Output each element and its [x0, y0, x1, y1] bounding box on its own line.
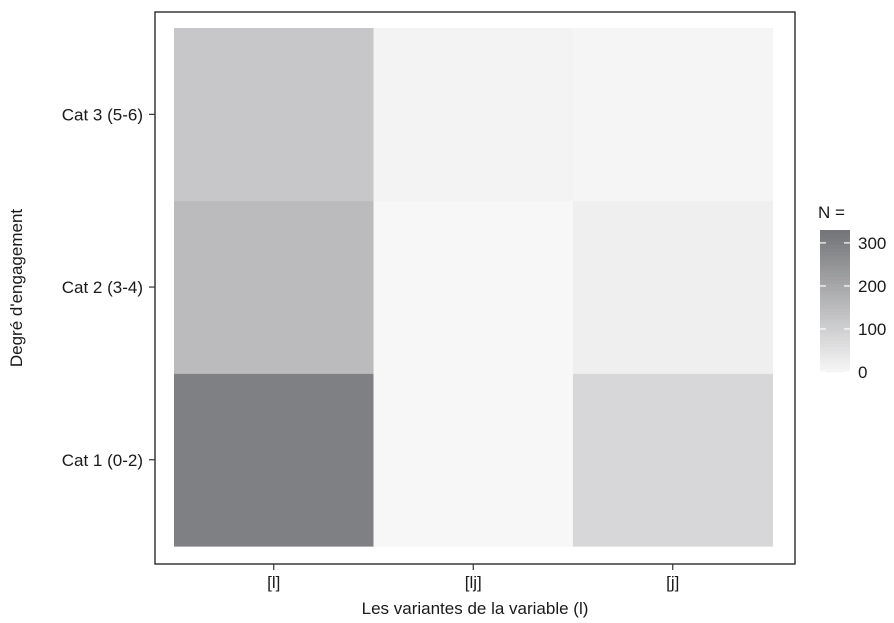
legend-color-step — [820, 272, 850, 277]
heatmap-cell — [573, 373, 773, 547]
legend-color-step — [820, 261, 850, 266]
y-tick-label: Cat 1 (0-2) — [62, 451, 143, 470]
heatmap-cell — [573, 200, 773, 374]
legend-color-step — [820, 254, 850, 259]
legend-color-step — [820, 286, 850, 291]
legend-color-step — [820, 297, 850, 302]
legend-tick-label: 100 — [858, 320, 886, 339]
legend-color-step — [820, 325, 850, 330]
y-axis-ticks: Cat 1 (0-2) Cat 2 (3-4) Cat 3 (5-6) — [62, 105, 155, 470]
legend: N = 0 100 200 300 — [818, 203, 886, 382]
legend-color-step — [820, 269, 850, 273]
legend-color-step — [820, 258, 850, 263]
legend-color-step — [820, 230, 850, 234]
legend-color-step — [820, 318, 850, 323]
legend-color-step — [820, 343, 850, 348]
legend-color-step — [820, 244, 850, 249]
legend-color-step — [820, 308, 850, 313]
legend-color-step — [820, 340, 850, 344]
legend-color-step — [820, 233, 850, 238]
heatmap-cell — [373, 200, 574, 374]
heatmap-cell — [174, 28, 374, 202]
heatmap-cell — [373, 28, 574, 202]
legend-color-step — [820, 350, 850, 355]
legend-colorbar — [820, 230, 850, 373]
legend-color-step — [820, 279, 850, 284]
legend-color-step — [820, 368, 850, 373]
legend-color-step — [820, 315, 850, 320]
x-tick-label: [j] — [666, 573, 679, 592]
legend-color-step — [820, 283, 850, 288]
legend-color-step — [820, 361, 850, 366]
x-tick-label: [lj] — [465, 573, 482, 592]
legend-color-step — [820, 347, 850, 352]
y-tick-label: Cat 2 (3-4) — [62, 278, 143, 297]
legend-tick-label: 0 — [858, 363, 867, 382]
legend-tick-label: 200 — [858, 277, 886, 296]
heatmap-cell — [573, 28, 773, 202]
x-tick-label: [l] — [267, 573, 280, 592]
legend-color-step — [820, 276, 850, 281]
x-axis-title: Les variantes de la variable (l) — [362, 599, 589, 618]
legend-color-step — [820, 332, 850, 337]
legend-ticks: 0 100 200 300 — [820, 234, 886, 382]
legend-color-step — [820, 354, 850, 359]
legend-color-step — [820, 290, 850, 295]
heatmap-cell — [174, 200, 374, 374]
legend-color-step — [820, 240, 850, 245]
y-tick-label: Cat 3 (5-6) — [62, 105, 143, 124]
legend-color-step — [820, 311, 850, 316]
plot-panel-border — [154, 11, 796, 565]
legend-color-step — [820, 247, 850, 252]
heatmap-cells — [174, 28, 773, 547]
heatmap-cell — [373, 373, 574, 547]
legend-color-step — [820, 251, 850, 256]
legend-color-step — [820, 304, 850, 309]
legend-color-step — [820, 265, 850, 270]
legend-color-step — [820, 329, 850, 334]
x-axis-ticks: [l] [lj] [j] — [267, 564, 679, 592]
legend-color-step — [820, 322, 850, 327]
legend-color-step — [820, 357, 850, 362]
legend-color-step — [820, 336, 850, 341]
legend-color-step — [820, 364, 850, 369]
heatmap-cell — [174, 373, 374, 547]
legend-color-step — [820, 301, 850, 305]
legend-color-step — [820, 237, 850, 242]
legend-tick-label: 300 — [858, 234, 886, 253]
legend-title: N = — [818, 203, 845, 222]
legend-color-step — [820, 293, 850, 298]
y-axis-title: Degré d'engagement — [7, 209, 26, 368]
